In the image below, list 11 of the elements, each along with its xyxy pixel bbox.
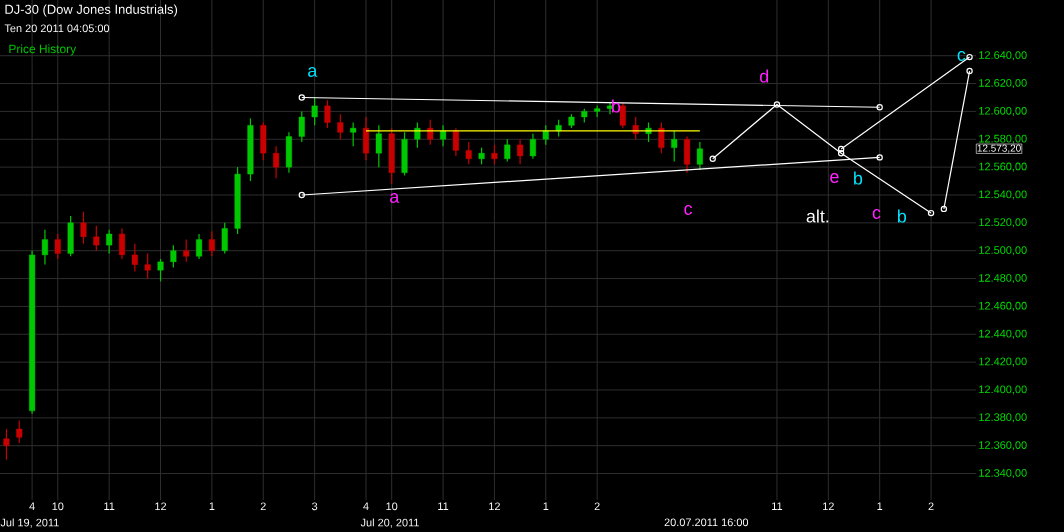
annotation: c xyxy=(957,51,966,61)
annotation: c xyxy=(684,205,693,215)
annotation: a xyxy=(390,193,400,203)
annotation: c xyxy=(872,209,881,219)
annotation: d xyxy=(759,69,769,83)
annotation: b xyxy=(612,99,621,113)
annotation: b xyxy=(854,171,863,185)
annotation: e xyxy=(830,173,839,183)
annotation: b xyxy=(897,209,907,223)
annotation: alt. xyxy=(806,209,829,223)
annotation: a xyxy=(308,67,318,77)
